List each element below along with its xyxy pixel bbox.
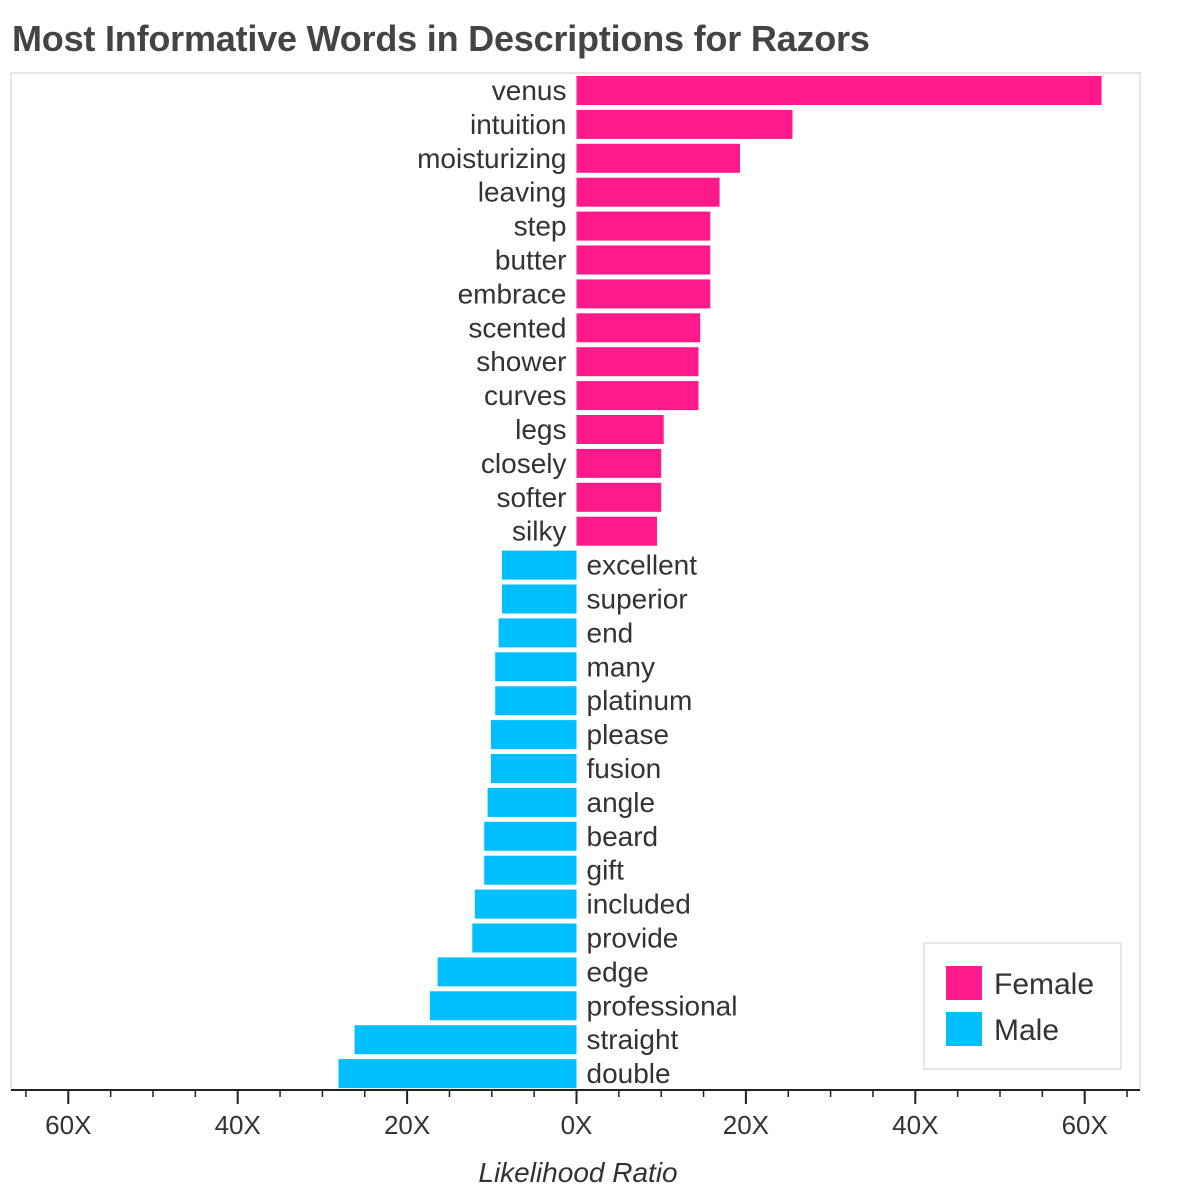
bar-softer <box>576 482 662 512</box>
legend-swatch-male <box>946 1012 982 1046</box>
bar-straight <box>354 1025 577 1055</box>
legend-box <box>923 942 1122 1070</box>
word-label-softer: softer <box>496 482 566 513</box>
bar-please <box>491 720 577 750</box>
word-label-included: included <box>587 889 691 920</box>
word-label-leaving: leaving <box>478 177 567 208</box>
bar-moisturizing <box>576 143 740 173</box>
word-label-angle: angle <box>587 787 656 818</box>
word-label-provide: provide <box>587 923 679 954</box>
x-tick-label: 20X <box>384 1110 430 1140</box>
word-label-curves: curves <box>484 380 566 411</box>
word-label-gift: gift <box>587 855 625 886</box>
bar-provide <box>472 923 577 953</box>
bar-leaving <box>576 177 720 207</box>
bar-scented <box>576 313 701 343</box>
bar-professional <box>430 991 577 1021</box>
word-label-scented: scented <box>468 312 566 343</box>
bar-legs <box>576 415 664 444</box>
word-label-silky: silky <box>512 516 566 547</box>
word-label-closely: closely <box>481 448 567 479</box>
bar-step <box>576 211 711 241</box>
x-tick-label: 40X <box>892 1110 938 1140</box>
word-label-butter: butter <box>495 245 567 276</box>
bar-intuition <box>576 109 793 139</box>
legend: Female Male <box>923 942 1122 1070</box>
word-label-legs: legs <box>515 414 566 445</box>
bar-platinum <box>495 686 577 716</box>
word-label-shower: shower <box>476 346 566 377</box>
word-label-excellent: excellent <box>587 550 698 581</box>
word-label-step: step <box>514 211 567 242</box>
legend-swatch-female <box>946 966 982 1000</box>
word-labels-layer: venusintuitionmoisturizingleavingstepbut… <box>417 75 737 1089</box>
bar-shower <box>576 347 699 377</box>
legend-label-male: Male <box>994 1014 1059 1047</box>
bar-end <box>498 618 577 648</box>
word-label-double: double <box>587 1058 671 1089</box>
x-tick-label: 20X <box>723 1110 769 1140</box>
chart-title: Most Informative Words in Descriptions f… <box>12 18 870 59</box>
bar-superior <box>502 584 577 614</box>
word-label-intuition: intuition <box>470 109 567 140</box>
bar-edge <box>437 957 577 987</box>
bars-layer <box>338 76 1102 1089</box>
bar-included <box>474 889 577 919</box>
bar-beard <box>484 821 577 851</box>
bar-fusion <box>491 754 577 783</box>
word-label-venus: venus <box>492 75 567 106</box>
word-label-fusion: fusion <box>587 753 662 784</box>
bar-venus <box>576 76 1102 105</box>
bar-butter <box>576 245 711 275</box>
word-label-moisturizing: moisturizing <box>417 143 566 174</box>
legend-label-female: Female <box>994 968 1094 1001</box>
word-label-many: many <box>587 651 655 682</box>
bar-curves <box>576 381 699 411</box>
x-axis: 60X 40X 20X 0X 20X 40X 60X <box>11 1089 1140 1140</box>
word-label-beard: beard <box>587 821 659 852</box>
bar-closely <box>576 448 662 478</box>
word-label-straight: straight <box>587 1024 679 1055</box>
bar-gift <box>484 855 577 885</box>
word-label-please: please <box>587 719 670 750</box>
word-label-edge: edge <box>587 956 649 987</box>
bar-silky <box>576 516 657 546</box>
x-axis-title: Likelihood Ratio <box>478 1157 677 1188</box>
word-label-professional: professional <box>587 990 738 1021</box>
bar-double <box>338 1059 577 1089</box>
bar-embrace <box>576 279 711 309</box>
bar-excellent <box>502 550 577 580</box>
x-tick-label: 0X <box>561 1110 593 1140</box>
bar-angle <box>487 787 577 817</box>
word-label-end: end <box>587 617 634 648</box>
x-tick-label: 60X <box>1062 1110 1108 1140</box>
x-tick-label: 60X <box>45 1110 91 1140</box>
x-tick-label: 40X <box>215 1110 261 1140</box>
word-label-superior: superior <box>587 584 688 615</box>
word-label-embrace: embrace <box>458 278 567 309</box>
word-label-platinum: platinum <box>587 685 693 716</box>
bar-many <box>495 652 577 682</box>
